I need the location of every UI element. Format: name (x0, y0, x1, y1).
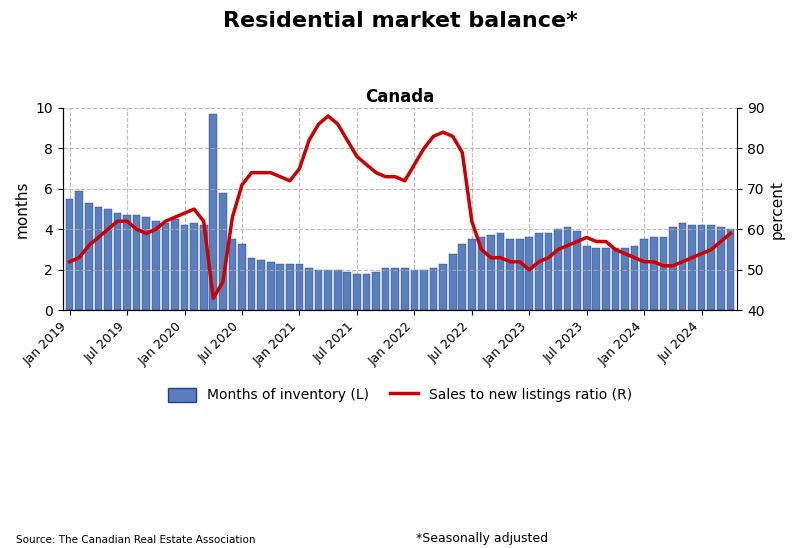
Bar (382, 268, 390, 310)
Y-axis label: percent: percent (770, 180, 785, 238)
Bar (630, 246, 638, 310)
Y-axis label: months: months (15, 180, 30, 238)
Bar (688, 225, 696, 310)
Bar (669, 227, 677, 310)
Bar (162, 223, 170, 310)
Bar (314, 270, 322, 310)
Bar (401, 268, 409, 310)
Bar (612, 248, 619, 310)
Text: Source: The Canadian Real Estate Association: Source: The Canadian Real Estate Associa… (16, 535, 255, 545)
Legend: Months of inventory (L), Sales to new listings ratio (R): Months of inventory (L), Sales to new li… (162, 382, 638, 408)
Bar (650, 237, 658, 310)
Bar (123, 215, 131, 310)
Bar (104, 209, 112, 310)
Bar (334, 270, 342, 310)
Bar (75, 191, 83, 310)
Bar (535, 233, 542, 310)
Bar (181, 225, 188, 310)
Bar (267, 262, 274, 310)
Bar (506, 239, 514, 310)
Bar (343, 272, 351, 310)
Bar (190, 223, 198, 310)
Bar (66, 199, 74, 310)
Bar (305, 268, 313, 310)
Bar (593, 248, 600, 310)
Bar (420, 270, 428, 310)
Bar (468, 239, 476, 310)
Bar (487, 236, 495, 310)
Bar (717, 227, 725, 310)
Bar (564, 227, 571, 310)
Bar (324, 270, 332, 310)
Bar (458, 243, 466, 310)
Bar (94, 207, 102, 310)
Bar (277, 264, 284, 310)
Bar (622, 248, 629, 310)
Bar (478, 237, 486, 310)
Bar (391, 268, 399, 310)
Bar (554, 230, 562, 310)
Bar (726, 230, 734, 310)
Bar (200, 225, 207, 310)
Bar (439, 264, 447, 310)
Bar (238, 243, 246, 310)
Bar (152, 221, 160, 310)
Title: Canada: Canada (366, 88, 434, 106)
Bar (410, 270, 418, 310)
Text: Residential market balance*: Residential market balance* (222, 11, 578, 31)
Bar (142, 217, 150, 310)
Bar (545, 233, 552, 310)
Bar (449, 254, 457, 310)
Bar (430, 268, 438, 310)
Bar (602, 248, 610, 310)
Bar (258, 260, 265, 310)
Bar (362, 274, 370, 310)
Bar (85, 203, 93, 310)
Bar (574, 231, 581, 310)
Bar (372, 272, 380, 310)
Bar (171, 219, 178, 310)
Bar (497, 233, 504, 310)
Bar (516, 239, 523, 310)
Bar (698, 225, 706, 310)
Bar (678, 223, 686, 310)
Bar (353, 274, 361, 310)
Bar (526, 237, 533, 310)
Bar (659, 237, 667, 310)
Bar (114, 213, 122, 310)
Bar (133, 215, 141, 310)
Bar (640, 239, 648, 310)
Text: *Seasonally adjusted: *Seasonally adjusted (416, 532, 548, 545)
Bar (583, 246, 590, 310)
Bar (229, 239, 236, 310)
Bar (210, 114, 217, 310)
Bar (707, 225, 715, 310)
Bar (219, 193, 226, 310)
Bar (286, 264, 294, 310)
Bar (296, 264, 303, 310)
Bar (248, 258, 255, 310)
